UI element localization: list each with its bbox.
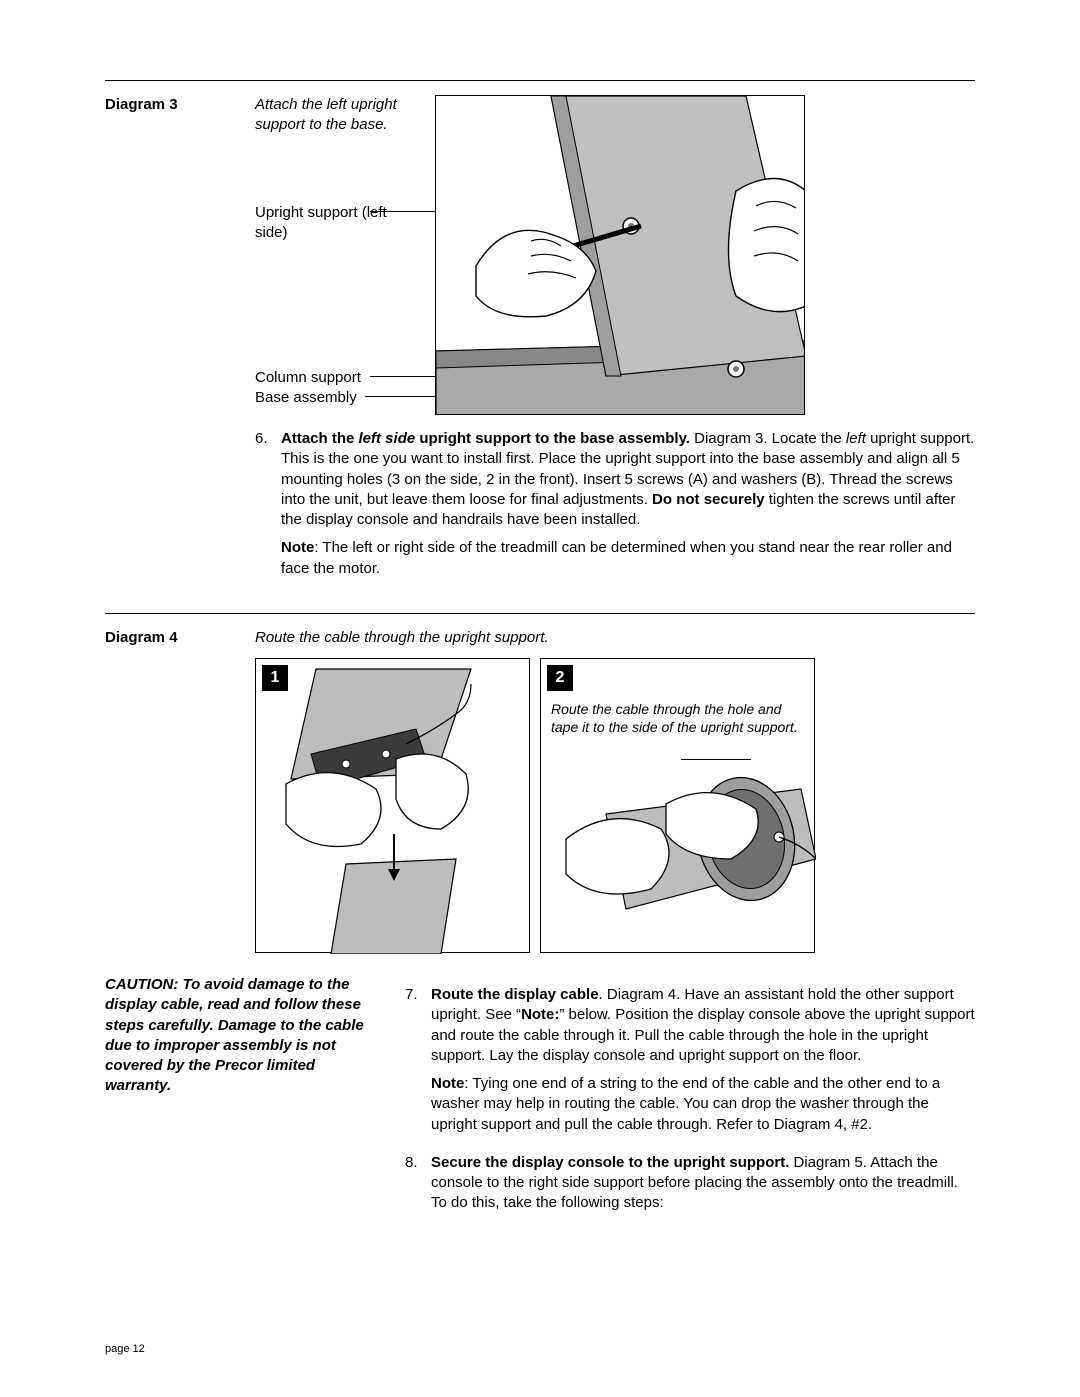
top-rule — [105, 80, 975, 81]
leader-line — [365, 396, 435, 397]
caution-and-steps: CAUTION: To avoid damage to the display … — [105, 975, 975, 1222]
leader-line — [370, 211, 440, 212]
step-8-number: 8. — [405, 1153, 431, 1222]
diagram3-section: Diagram 3 Attach the left upright suppor… — [105, 95, 975, 587]
diagram4-section: Diagram 4 Route the cable through the up… — [105, 628, 975, 953]
step-7-number: 7. — [405, 985, 431, 1143]
callout-base-assembly: Base assembly — [255, 388, 395, 408]
step-7: 7. Route the display cable. Diagram 4. H… — [405, 985, 975, 1143]
diagram4-caption: Route the cable through the upright supp… — [255, 628, 975, 648]
page-number: page 12 — [105, 1342, 145, 1357]
panel-1-badge: 1 — [262, 665, 288, 691]
step-6: 6. Attach the left side upright support … — [255, 429, 975, 587]
step-7-text: Route the display cable. Diagram 4. Have… — [431, 985, 975, 1066]
diagram3-label: Diagram 3 — [105, 95, 245, 115]
step-6-note: Note: The left or right side of the trea… — [281, 538, 975, 579]
step-7-note: Note: Tying one end of a string to the e… — [431, 1074, 975, 1135]
diagram4-label: Diagram 4 — [105, 628, 245, 648]
diagram4-panel-2: 2 Route the cable through the hole and t… — [540, 658, 815, 953]
mid-rule — [105, 613, 975, 614]
step-6-text: Attach the left side upright support to … — [281, 429, 975, 530]
diagram4-panels: 1 — [255, 658, 975, 953]
caution-text: CAUTION: To avoid damage to the display … — [105, 975, 383, 1097]
step-6-number: 6. — [255, 429, 281, 587]
callout-upright-support: Upright support (left side) — [255, 203, 395, 244]
step-8: 8. Secure the display console to the upr… — [405, 1153, 975, 1222]
diagram3-caption: Attach the left upright support to the b… — [255, 96, 397, 133]
diagram4-panel-1: 1 — [255, 658, 530, 953]
diagram3-figure — [435, 95, 805, 415]
step-8-text: Secure the display console to the uprigh… — [431, 1153, 975, 1214]
callout-column-support: Column support — [255, 368, 395, 388]
